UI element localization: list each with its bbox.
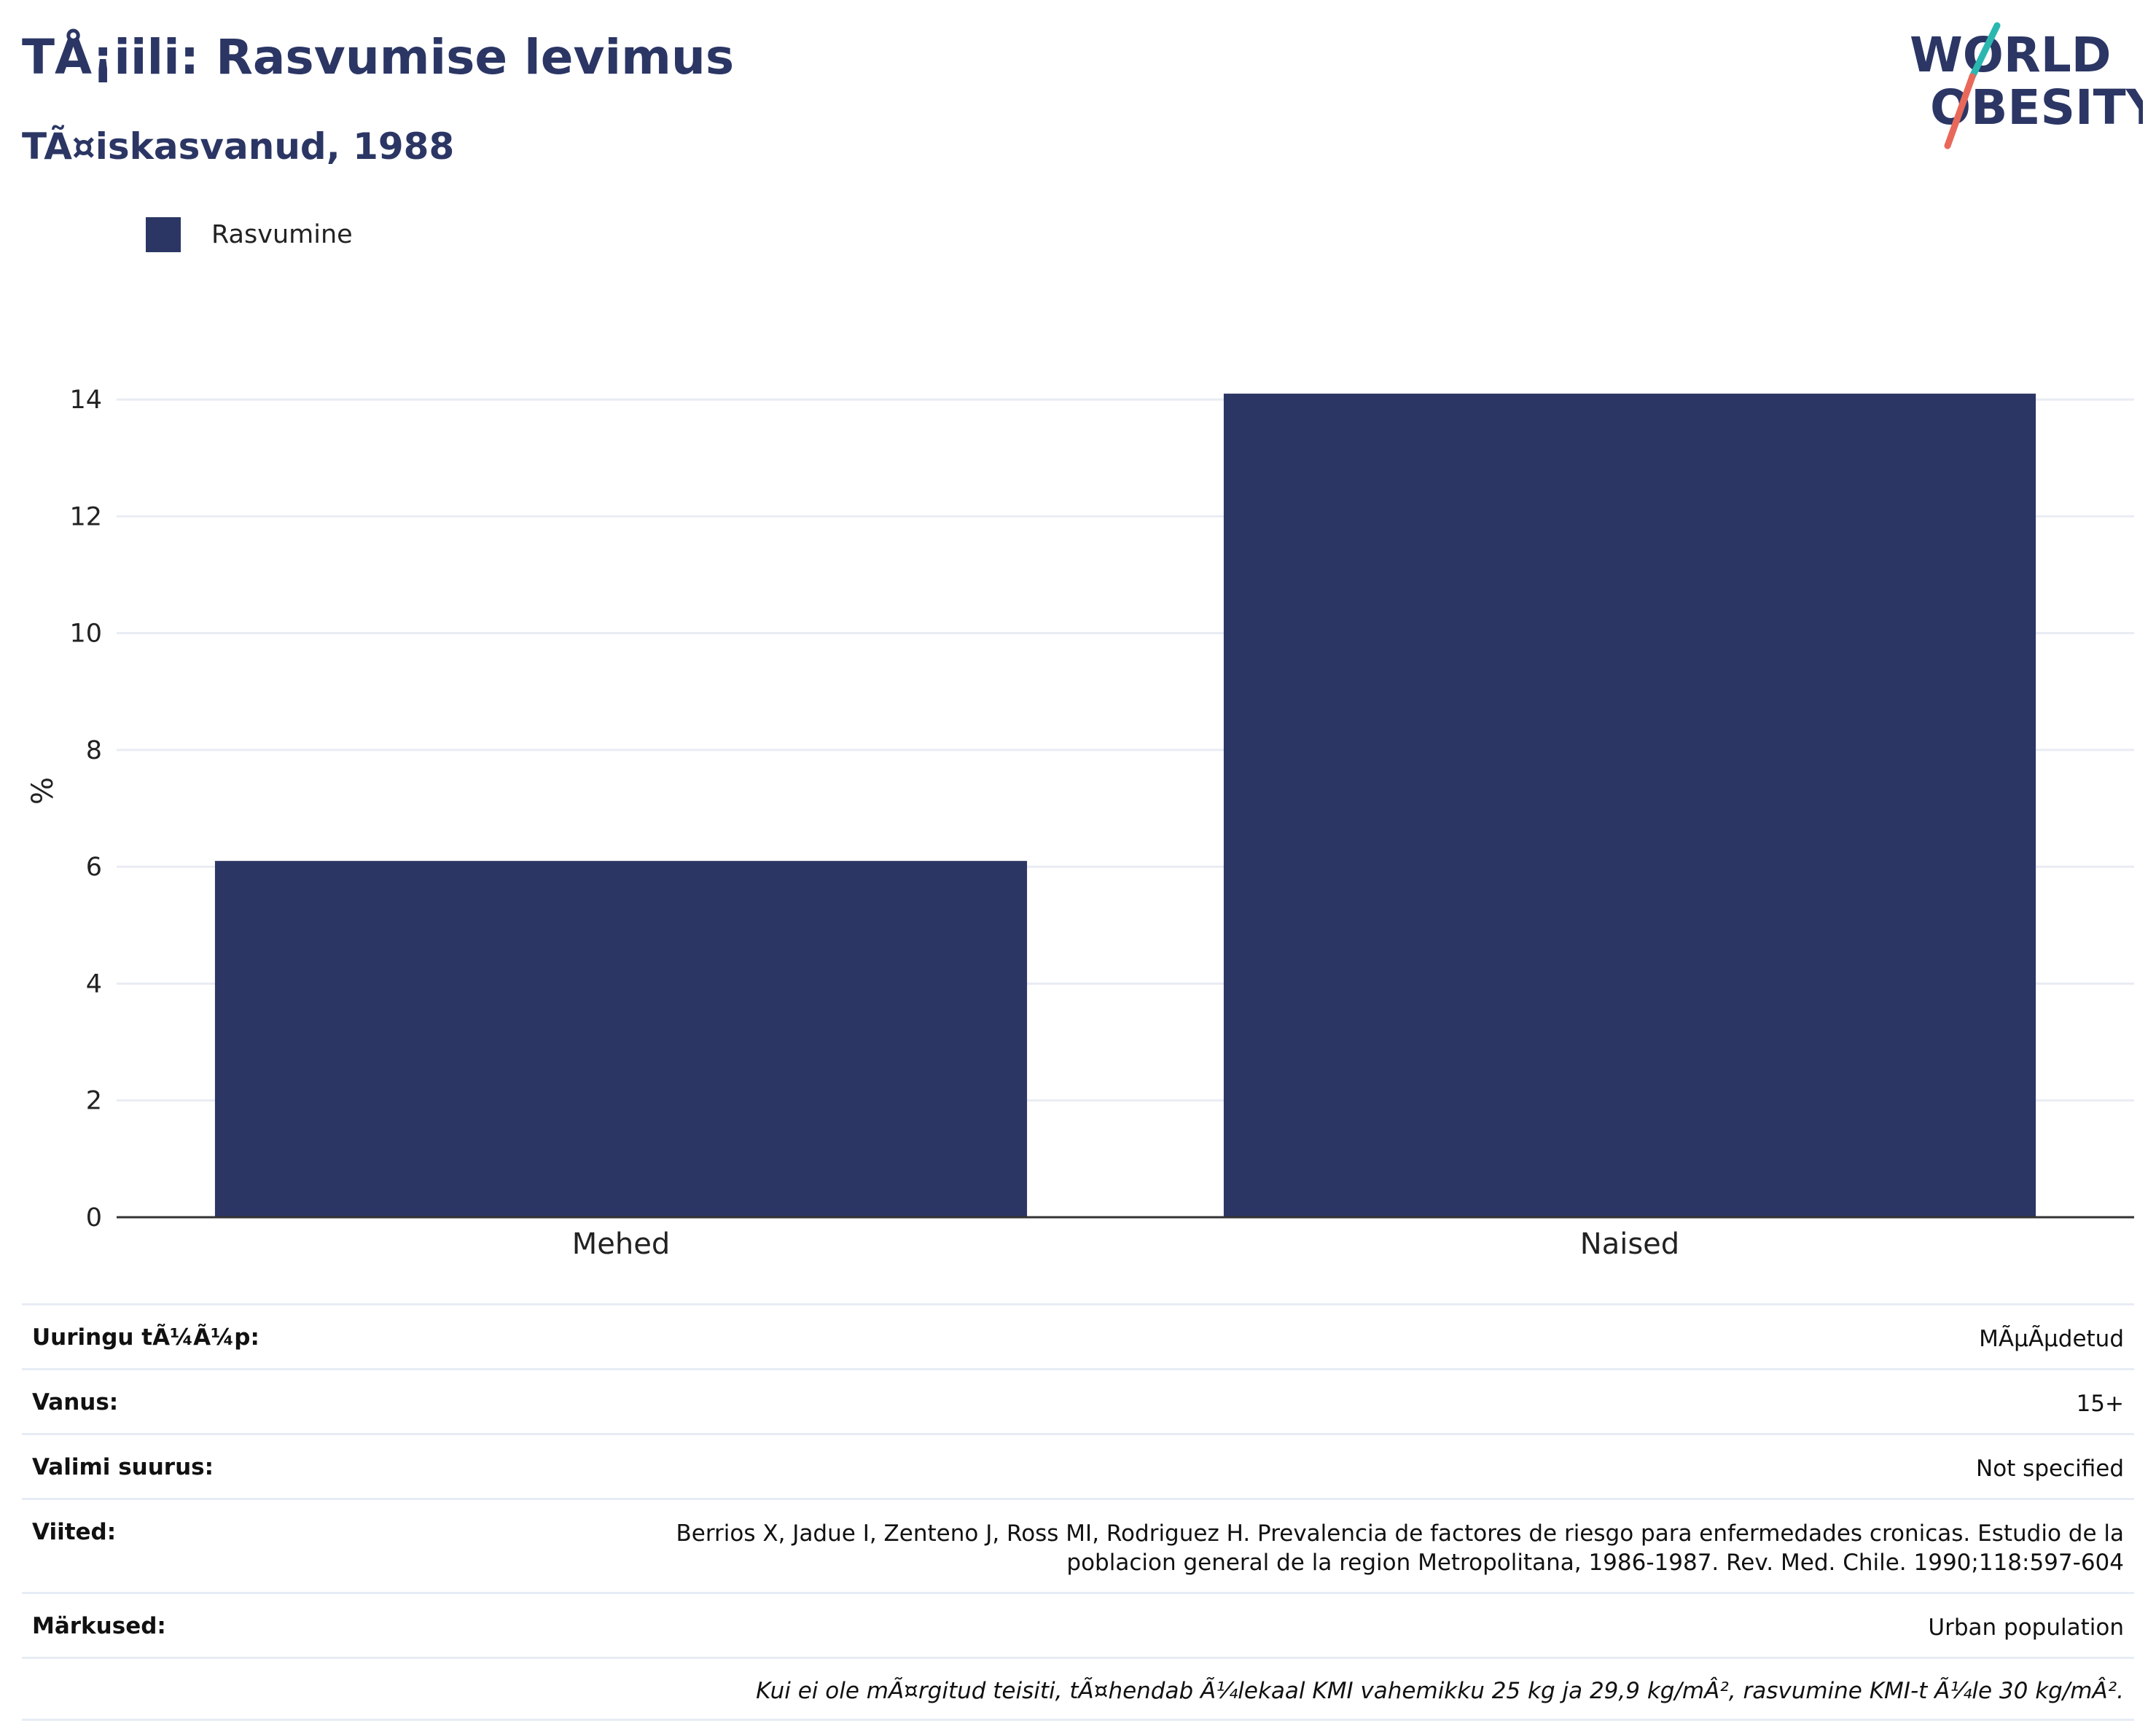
- info-row-notes: Märkused: Urban population: [22, 1592, 2134, 1657]
- bar-naised: [1223, 394, 2036, 1217]
- info-row-references: Viited: Berrios X, Jadue I, Zenteno J, R…: [22, 1498, 2134, 1592]
- bar-chart: 0 2 4 6 8 10 12 14% Mehed Naised: [26, 386, 2134, 1261]
- info-key: Märkused:: [32, 1613, 166, 1639]
- info-key: Viited:: [32, 1519, 117, 1545]
- y-tick-label: 2: [86, 1087, 102, 1116]
- chart-subtitle: TÃ¤iskasvanud, 1988: [22, 125, 455, 168]
- bar-mehed: [214, 861, 1028, 1217]
- info-row-survey-type: Uuringu tÃ¼Ã¼p: MÃµÃµdetud: [22, 1303, 2134, 1368]
- info-key: Vanus:: [32, 1389, 119, 1415]
- x-tick-label: Mehed: [572, 1227, 670, 1261]
- info-value: Not specified: [1976, 1456, 2124, 1482]
- y-tick-label: 10: [69, 620, 102, 649]
- y-tick-label: 12: [69, 502, 102, 531]
- y-tick-label: 14: [69, 386, 102, 415]
- logo-slash-bottom: [1944, 73, 1976, 149]
- y-tick-label: 0: [86, 1203, 102, 1233]
- chart-title: TÅ¡iili: Rasvumise levimus: [22, 29, 735, 85]
- info-table: Uuringu tÃ¼Ã¼p: MÃµÃµdetud Vanus: 15+ Va…: [22, 1303, 2134, 1721]
- definition-note: Kui ei ole mÃ¤rgitud teisiti, tÃ¤hendab …: [22, 1657, 2134, 1721]
- logo-line1: WORLD: [1910, 27, 2112, 83]
- info-value: Urban population: [1928, 1614, 2124, 1641]
- world-obesity-logo: WORLD OBESITY: [1910, 22, 2143, 149]
- info-row-age: Vanus: 15+: [22, 1368, 2134, 1433]
- info-value: Berrios X, Jadue I, Zenteno J, Ross MI, …: [676, 1520, 2124, 1576]
- legend-label: Rasvumine: [211, 220, 353, 249]
- y-tick-label: 4: [86, 969, 102, 999]
- y-tick-label: 6: [86, 853, 102, 882]
- info-value: MÃµÃµdetud: [1979, 1326, 2124, 1352]
- y-axis-title: %: [26, 777, 60, 805]
- logo-slash-top: [1969, 22, 2001, 80]
- x-tick-label: Naised: [1580, 1227, 1679, 1261]
- legend-swatch: [146, 217, 181, 252]
- info-row-sample-size: Valimi suurus: Not specified: [22, 1433, 2134, 1498]
- info-key: Uuringu tÃ¼Ã¼p:: [32, 1324, 259, 1351]
- legend[interactable]: Rasvumine: [146, 216, 353, 254]
- y-tick-label: 8: [86, 736, 102, 765]
- info-key: Valimi suurus:: [32, 1454, 214, 1480]
- info-value: 15+: [2076, 1391, 2124, 1417]
